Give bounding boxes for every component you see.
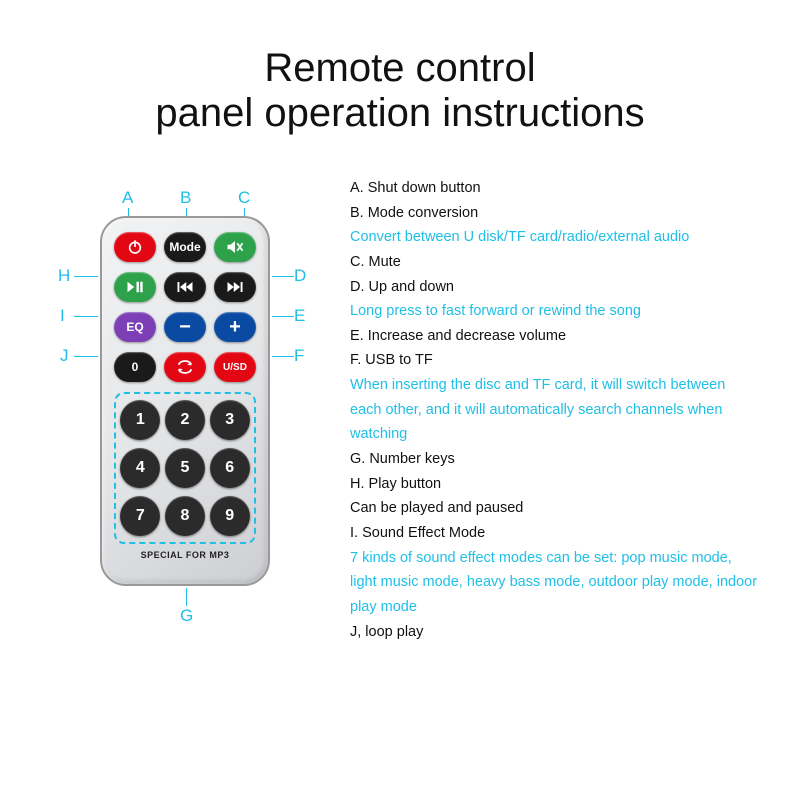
title-line1: Remote control xyxy=(0,46,800,91)
callout-a: A xyxy=(122,188,133,208)
page-title: Remote control panel operation instructi… xyxy=(0,0,800,136)
next-icon xyxy=(227,282,243,292)
instruction-line: A. Shut down button xyxy=(350,176,760,201)
mute-button xyxy=(214,232,256,262)
instruction-line: When inserting the disc and TF card, it … xyxy=(350,373,760,447)
instruction-line: J, loop play xyxy=(350,620,760,645)
instruction-line: Long press to fast forward or rewind the… xyxy=(350,299,760,324)
callout-j: J xyxy=(60,346,69,366)
numpad: 123 456 789 xyxy=(114,392,256,544)
title-line2: panel operation instructions xyxy=(0,91,800,136)
zero-button: 0 xyxy=(114,352,156,382)
usd-button: U/SD xyxy=(214,352,256,382)
remote-footer: SPECIAL FOR MP3 xyxy=(114,550,256,560)
loop-button xyxy=(164,352,206,382)
prev-icon xyxy=(177,282,193,292)
remote-diagram: A B C DEF G HIJ Mode EQ−+ 0 U/SD 123 456 789 SPE… xyxy=(40,176,320,656)
instruction-line: B. Mode conversion xyxy=(350,201,760,226)
callout-c: C xyxy=(238,188,250,208)
num-5-button: 5 xyxy=(165,448,205,488)
vol-down-button: − xyxy=(164,312,206,342)
callout-b: B xyxy=(180,188,191,208)
power-button xyxy=(114,232,156,262)
next-button xyxy=(214,272,256,302)
num-4-button: 4 xyxy=(120,448,160,488)
instruction-line: G. Number keys xyxy=(350,447,760,472)
instruction-line: H. Play button xyxy=(350,472,760,497)
callout-i: I xyxy=(60,306,65,326)
num-7-button: 7 xyxy=(120,496,160,536)
play-pause-button xyxy=(114,272,156,302)
num-2-button: 2 xyxy=(165,400,205,440)
prev-button xyxy=(164,272,206,302)
power-icon xyxy=(127,239,143,255)
instruction-line: Can be played and paused xyxy=(350,496,760,521)
instruction-line: E. Increase and decrease volume xyxy=(350,324,760,349)
callout-e: E xyxy=(294,306,305,326)
remote-body: Mode EQ−+ 0 U/SD 123 456 789 SPECIAL FOR MP… xyxy=(100,216,270,586)
instruction-line: D. Up and down xyxy=(350,275,760,300)
num-8-button: 8 xyxy=(165,496,205,536)
num-3-button: 3 xyxy=(210,400,250,440)
callout-g: G xyxy=(180,606,193,626)
instruction-line: 7 kinds of sound effect modes can be set… xyxy=(350,546,760,620)
vol-up-button: + xyxy=(214,312,256,342)
playpause-icon xyxy=(126,281,144,293)
num-6-button: 6 xyxy=(210,448,250,488)
instructions-list: A. Shut down buttonB. Mode conversionCon… xyxy=(350,176,760,656)
callout-h: H xyxy=(58,266,70,286)
callout-d: D xyxy=(294,266,306,286)
callout-f: F xyxy=(294,346,304,366)
mute-icon xyxy=(226,240,244,254)
instruction-line: I. Sound Effect Mode xyxy=(350,521,760,546)
num-1-button: 1 xyxy=(120,400,160,440)
loop-icon xyxy=(176,360,194,374)
instruction-line: F. USB to TF xyxy=(350,348,760,373)
instruction-line: Convert between U disk/TF card/radio/ext… xyxy=(350,225,760,250)
mode-button: Mode xyxy=(164,232,206,262)
instruction-line: C. Mute xyxy=(350,250,760,275)
num-9-button: 9 xyxy=(210,496,250,536)
eq-button: EQ xyxy=(114,312,156,342)
